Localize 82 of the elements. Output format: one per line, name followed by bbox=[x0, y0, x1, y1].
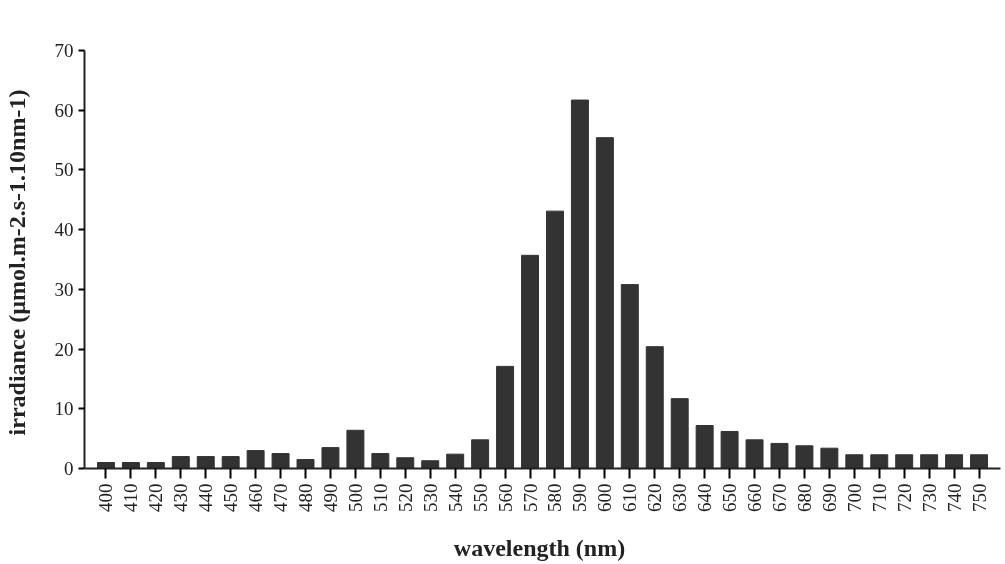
bar bbox=[695, 425, 714, 469]
y-tick-label: 70 bbox=[54, 40, 74, 61]
bar bbox=[620, 284, 639, 469]
x-tick-label: 460 bbox=[245, 483, 267, 512]
bar bbox=[296, 459, 315, 469]
x-tick-label: 450 bbox=[220, 483, 242, 512]
x-tick-label: 690 bbox=[818, 483, 840, 512]
bar bbox=[745, 439, 764, 469]
y-tick-label: 20 bbox=[54, 338, 74, 360]
y-tick-label: 10 bbox=[54, 398, 74, 420]
x-tick-label: 670 bbox=[768, 483, 790, 512]
x-tick-label: 650 bbox=[719, 483, 741, 512]
bar bbox=[570, 99, 589, 469]
bar bbox=[820, 447, 839, 469]
bar bbox=[670, 398, 689, 469]
x-tick-label: 420 bbox=[145, 483, 167, 512]
bar bbox=[720, 430, 739, 469]
bar bbox=[895, 454, 914, 469]
bar bbox=[545, 210, 564, 469]
x-tick-label: 720 bbox=[893, 483, 915, 512]
x-tick-label: 400 bbox=[95, 483, 117, 512]
x-tick-label: 680 bbox=[793, 483, 815, 512]
bar bbox=[595, 137, 614, 469]
x-tick-label: 510 bbox=[369, 483, 391, 512]
y-tick-label: 0 bbox=[64, 458, 74, 479]
bar bbox=[770, 442, 789, 469]
x-tick-label: 740 bbox=[943, 483, 965, 512]
y-axis-title: irradiance (µmol.m-2.s-1.10nm-1) bbox=[3, 89, 30, 436]
x-tick-label: 620 bbox=[644, 483, 666, 512]
x-tick-label: 590 bbox=[569, 483, 591, 512]
bar bbox=[795, 445, 814, 469]
bar bbox=[171, 456, 190, 469]
x-tick-label: 660 bbox=[744, 483, 766, 512]
bar bbox=[196, 456, 215, 469]
x-tick-label: 710 bbox=[868, 483, 890, 512]
bar bbox=[920, 454, 939, 469]
x-tick-label: 520 bbox=[394, 483, 416, 512]
x-tick-label: 570 bbox=[519, 483, 541, 512]
bar bbox=[321, 447, 340, 469]
y-tick-label: 60 bbox=[54, 99, 74, 121]
bar bbox=[446, 453, 465, 469]
x-tick-label: 540 bbox=[444, 483, 466, 512]
x-tick-label: 700 bbox=[843, 483, 865, 512]
bar bbox=[845, 454, 864, 469]
bar bbox=[945, 454, 964, 469]
bar bbox=[246, 450, 265, 469]
bar bbox=[521, 254, 540, 469]
bar bbox=[271, 453, 290, 469]
x-tick-label: 550 bbox=[469, 483, 491, 512]
x-tick-label: 610 bbox=[619, 483, 641, 512]
bar bbox=[96, 462, 115, 469]
x-tick-label: 730 bbox=[918, 483, 940, 512]
bar bbox=[421, 460, 440, 469]
x-tick-label: 470 bbox=[270, 483, 292, 512]
bar bbox=[396, 457, 415, 469]
y-tick-label: 40 bbox=[54, 219, 74, 241]
x-tick-label: 640 bbox=[694, 483, 716, 512]
bar bbox=[371, 453, 390, 469]
x-tick-label: 530 bbox=[419, 483, 441, 512]
y-tick-label: 50 bbox=[54, 159, 74, 181]
bar bbox=[970, 454, 989, 469]
x-tick-label: 410 bbox=[120, 483, 142, 512]
bar bbox=[121, 462, 140, 469]
bar bbox=[471, 439, 490, 469]
bar bbox=[645, 346, 664, 469]
x-tick-label: 440 bbox=[195, 483, 217, 512]
y-tick-label: 30 bbox=[54, 278, 74, 300]
bar bbox=[346, 429, 365, 469]
x-tick-label: 600 bbox=[594, 483, 616, 512]
x-tick-label: 750 bbox=[968, 483, 990, 512]
x-tick-label: 630 bbox=[669, 483, 691, 512]
x-tick-label: 560 bbox=[494, 483, 516, 512]
bar bbox=[221, 456, 240, 469]
bar bbox=[146, 462, 165, 469]
bar bbox=[870, 454, 889, 469]
x-tick-label: 430 bbox=[170, 483, 192, 512]
x-tick-label: 500 bbox=[344, 483, 366, 512]
bar bbox=[496, 365, 515, 469]
x-axis-title: wavelength (nm) bbox=[453, 535, 626, 561]
x-tick-label: 580 bbox=[544, 483, 566, 512]
x-tick-label: 480 bbox=[295, 483, 317, 512]
x-tick-label: 490 bbox=[319, 483, 341, 512]
